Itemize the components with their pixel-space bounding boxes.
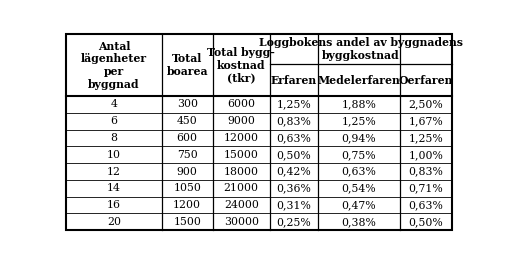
- Text: Antal
lägenheter
per
byggnad: Antal lägenheter per byggnad: [81, 41, 147, 90]
- Text: 1,88%: 1,88%: [341, 100, 376, 110]
- Text: 21000: 21000: [223, 183, 258, 193]
- Text: 300: 300: [176, 100, 197, 110]
- Text: 1,00%: 1,00%: [408, 150, 442, 160]
- Text: Oerfaren: Oerfaren: [398, 75, 452, 86]
- Text: 0,38%: 0,38%: [341, 217, 376, 227]
- Text: 0,50%: 0,50%: [408, 217, 442, 227]
- Text: 0,63%: 0,63%: [341, 167, 376, 177]
- Text: 0,31%: 0,31%: [276, 200, 311, 210]
- Text: 8: 8: [110, 133, 117, 143]
- Text: 450: 450: [176, 116, 197, 126]
- Text: Erfaren: Erfaren: [270, 75, 316, 86]
- Text: 18000: 18000: [223, 167, 258, 177]
- Text: 0,63%: 0,63%: [408, 200, 442, 210]
- Text: 12: 12: [107, 167, 121, 177]
- Text: 0,83%: 0,83%: [276, 116, 311, 126]
- Text: 900: 900: [176, 167, 197, 177]
- Text: 10: 10: [107, 150, 121, 160]
- Text: 16: 16: [107, 200, 121, 210]
- Text: 24000: 24000: [223, 200, 258, 210]
- Text: Loggbokens andel av byggnadens
byggkostnad: Loggbokens andel av byggnadens byggkostn…: [259, 37, 462, 61]
- Text: 0,42%: 0,42%: [276, 167, 311, 177]
- Text: 6: 6: [110, 116, 117, 126]
- Text: 0,47%: 0,47%: [341, 200, 375, 210]
- Text: 1500: 1500: [173, 217, 200, 227]
- Text: 9000: 9000: [227, 116, 255, 126]
- Text: 4: 4: [111, 100, 117, 110]
- Text: 6000: 6000: [227, 100, 255, 110]
- Text: 30000: 30000: [223, 217, 258, 227]
- Text: 12000: 12000: [223, 133, 258, 143]
- Text: 1,25%: 1,25%: [276, 100, 311, 110]
- Text: 1,67%: 1,67%: [408, 116, 442, 126]
- Text: 1050: 1050: [173, 183, 200, 193]
- Text: 0,63%: 0,63%: [276, 133, 311, 143]
- Text: 750: 750: [176, 150, 197, 160]
- Text: 0,83%: 0,83%: [408, 167, 442, 177]
- Text: Medelerfaren: Medelerfaren: [317, 75, 399, 86]
- Text: 14: 14: [107, 183, 121, 193]
- Text: Total
boarea: Total boarea: [166, 53, 208, 77]
- Text: 1,25%: 1,25%: [408, 133, 442, 143]
- Text: Total bygg-
kostnad
(tkr): Total bygg- kostnad (tkr): [207, 47, 275, 84]
- Text: 0,94%: 0,94%: [341, 133, 375, 143]
- Text: 2,50%: 2,50%: [408, 100, 442, 110]
- Text: 600: 600: [176, 133, 197, 143]
- Text: 1,25%: 1,25%: [341, 116, 376, 126]
- Text: 1200: 1200: [173, 200, 201, 210]
- Text: 0,36%: 0,36%: [276, 183, 311, 193]
- Text: 0,71%: 0,71%: [408, 183, 442, 193]
- Text: 20: 20: [107, 217, 121, 227]
- Text: 0,25%: 0,25%: [276, 217, 311, 227]
- Text: 0,50%: 0,50%: [276, 150, 311, 160]
- Text: 0,75%: 0,75%: [341, 150, 375, 160]
- Text: 15000: 15000: [223, 150, 258, 160]
- Text: 0,54%: 0,54%: [341, 183, 375, 193]
